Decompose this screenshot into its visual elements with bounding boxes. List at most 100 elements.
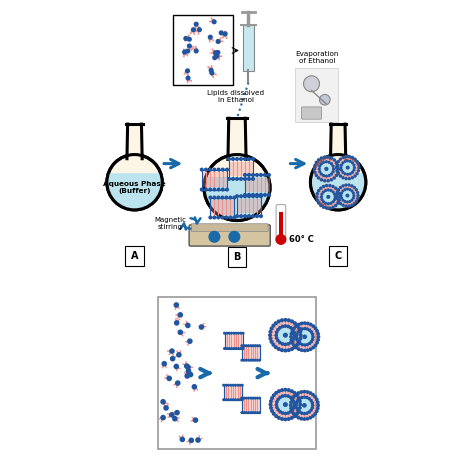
Circle shape [284,325,286,327]
Circle shape [351,204,353,206]
FancyBboxPatch shape [191,224,268,232]
Circle shape [268,194,270,196]
Circle shape [232,399,234,400]
Circle shape [315,162,318,163]
Circle shape [328,162,330,163]
Circle shape [310,323,312,325]
Circle shape [284,394,286,397]
Circle shape [277,329,279,331]
Circle shape [279,342,281,344]
Circle shape [186,76,190,80]
Circle shape [343,163,353,173]
Circle shape [219,31,223,35]
Circle shape [275,392,277,394]
Circle shape [340,167,342,169]
Circle shape [299,331,311,343]
Circle shape [309,417,311,419]
Polygon shape [107,174,162,210]
Circle shape [281,418,283,420]
Circle shape [354,158,356,160]
FancyBboxPatch shape [228,247,246,268]
Circle shape [298,397,300,400]
Circle shape [293,346,296,349]
Circle shape [328,189,329,191]
Circle shape [299,411,301,413]
Circle shape [278,417,280,419]
Circle shape [316,330,318,332]
Circle shape [226,188,228,191]
Circle shape [244,178,246,180]
Circle shape [178,313,182,317]
Circle shape [275,415,277,418]
Circle shape [279,398,292,411]
Circle shape [274,346,277,349]
Polygon shape [204,178,270,220]
Circle shape [337,161,339,163]
Circle shape [180,437,184,442]
Circle shape [186,369,191,373]
Circle shape [213,168,216,171]
Circle shape [225,399,227,400]
Circle shape [348,156,350,157]
Circle shape [301,322,303,325]
Circle shape [300,418,302,420]
Circle shape [184,37,188,40]
Circle shape [239,384,241,386]
Circle shape [236,157,238,160]
Circle shape [281,319,283,322]
Circle shape [297,417,300,419]
Circle shape [213,56,217,60]
Circle shape [226,332,228,334]
Circle shape [198,28,201,31]
Circle shape [324,180,326,182]
Circle shape [235,332,237,334]
Circle shape [272,325,275,327]
Circle shape [264,174,266,176]
Circle shape [298,327,301,330]
Circle shape [221,188,224,191]
Circle shape [303,335,306,338]
Circle shape [191,28,195,31]
Circle shape [299,343,301,344]
Circle shape [275,331,278,333]
Circle shape [342,177,344,179]
FancyBboxPatch shape [329,246,347,266]
Circle shape [348,178,350,180]
Circle shape [304,344,306,346]
Circle shape [325,190,327,191]
Circle shape [347,174,348,175]
Circle shape [344,161,346,162]
Circle shape [291,348,293,350]
Circle shape [337,168,339,170]
Circle shape [229,196,232,199]
Circle shape [314,396,316,398]
Circle shape [314,164,316,167]
FancyBboxPatch shape [279,212,283,238]
Circle shape [252,345,254,346]
Circle shape [295,325,297,327]
FancyBboxPatch shape [189,225,270,246]
Circle shape [186,365,190,369]
Circle shape [292,329,294,331]
Circle shape [357,198,358,200]
Circle shape [357,163,359,165]
Circle shape [255,195,258,198]
FancyBboxPatch shape [245,178,269,192]
Circle shape [240,195,242,198]
Circle shape [278,390,280,393]
Circle shape [269,319,302,352]
Circle shape [193,418,198,422]
Circle shape [186,69,190,73]
Circle shape [232,384,234,386]
Circle shape [232,157,234,160]
Circle shape [323,191,324,193]
Circle shape [306,418,309,420]
Circle shape [336,163,338,165]
Circle shape [167,376,171,381]
Circle shape [330,163,332,165]
Circle shape [303,350,306,352]
Circle shape [298,348,300,350]
Circle shape [297,409,299,411]
Circle shape [339,158,341,160]
Circle shape [248,359,249,361]
